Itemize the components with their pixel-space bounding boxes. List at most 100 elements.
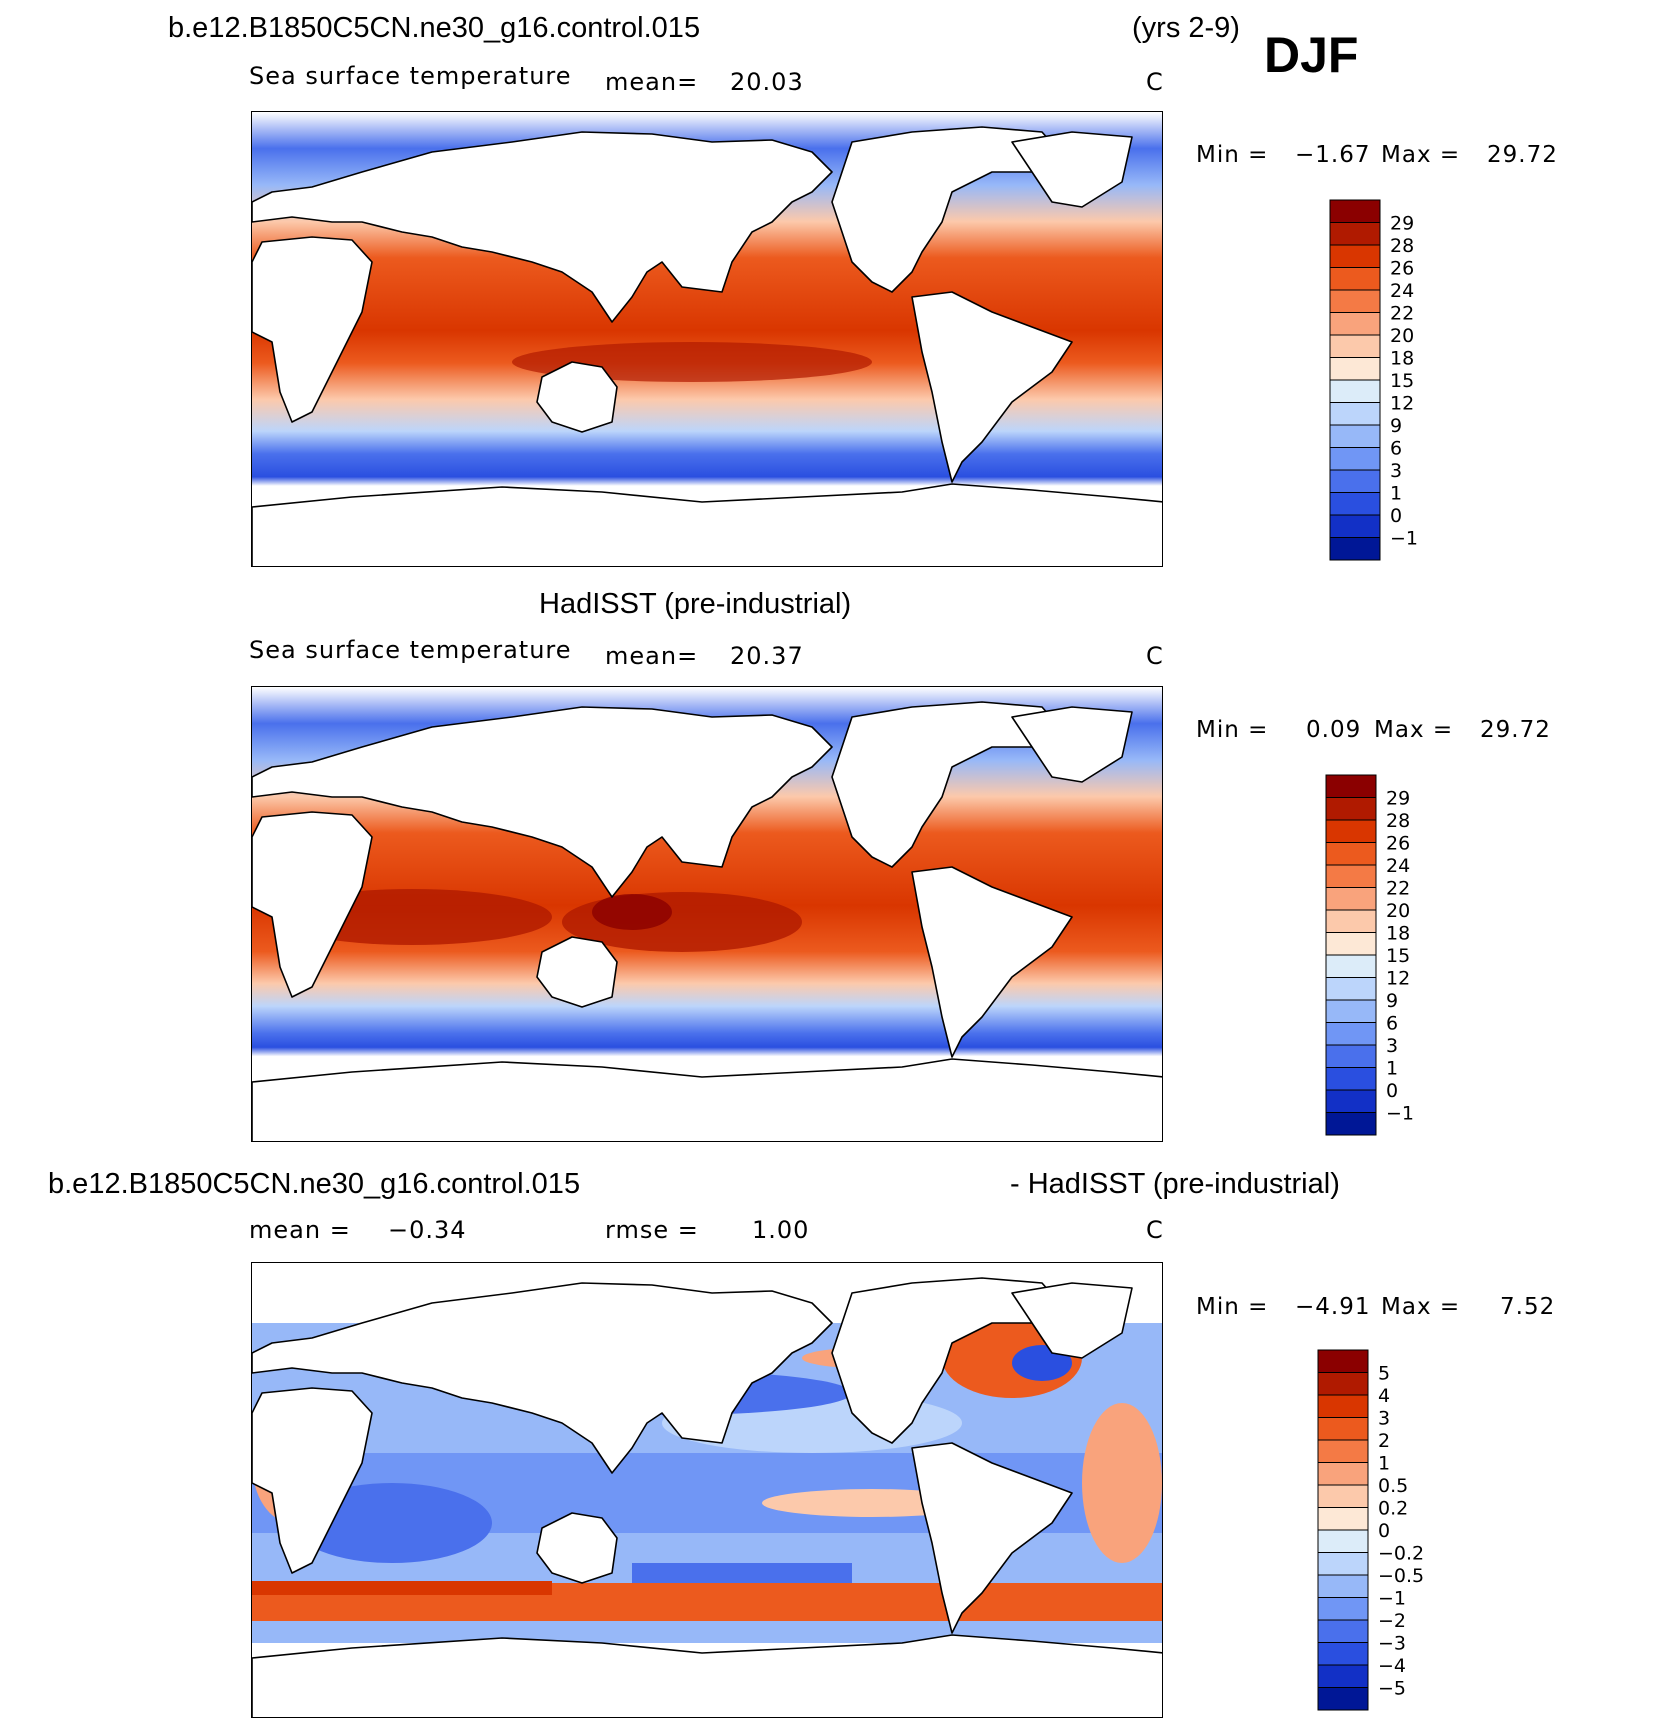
colorbar-tick-label: 26: [1390, 258, 1414, 280]
colorbar-swatch: [1329, 447, 1381, 471]
map-model-svg: [252, 112, 1162, 566]
colorbar-swatch: [1325, 1044, 1377, 1068]
max-value: 29.72: [1480, 717, 1551, 743]
min-label: Min =: [1196, 142, 1269, 168]
colorbar-swatch: [1317, 1574, 1369, 1598]
min-value: 0.09: [1306, 717, 1362, 743]
colorbar-swatch: [1325, 1112, 1377, 1136]
rmse-label: rmse =: [605, 1216, 699, 1244]
colorbar-tick-label: 5: [1378, 1363, 1390, 1385]
colorbar-swatch: [1329, 424, 1381, 448]
sst-map-diff: [251, 1262, 1163, 1718]
colorbar-tick-label: 0: [1390, 505, 1402, 527]
colorbar-swatch: [1317, 1439, 1369, 1463]
colorbar-tick-label: 6: [1386, 1013, 1398, 1035]
colorbar-tick-label: 0: [1378, 1520, 1390, 1542]
colorbar-swatch: [1325, 1022, 1377, 1046]
colorbar-swatch: [1325, 887, 1377, 911]
colorbar-swatch: [1325, 999, 1377, 1023]
colorbar-swatch: [1317, 1552, 1369, 1576]
colorbar-swatch: [1325, 954, 1377, 978]
colorbar-tick-label: 26: [1386, 833, 1410, 855]
mean-label: mean=: [605, 68, 699, 96]
colorbar-tick-label: −1: [1378, 1588, 1406, 1610]
max-label: Max =: [1374, 717, 1454, 743]
colorbar-swatch: [1317, 1417, 1369, 1441]
diff-title-left: b.e12.B1850C5CN.ne30_g16.control.015: [48, 1168, 581, 1200]
colorbar-swatch: [1329, 492, 1381, 516]
min-value: −1.67: [1295, 142, 1371, 168]
colorbar-swatch: [1317, 1597, 1369, 1621]
colorbar-swatch: [1329, 244, 1381, 268]
max-value: 29.72: [1487, 142, 1558, 168]
colorbar-swatch: [1329, 357, 1381, 381]
colorbar-tick-label: 29: [1386, 788, 1410, 810]
colorbar-swatch: [1329, 514, 1381, 538]
colorbar-swatch: [1329, 334, 1381, 358]
colorbar-tick-label: 20: [1390, 325, 1414, 347]
mean-label: mean =: [249, 1216, 351, 1244]
colorbar-swatch: [1325, 774, 1377, 798]
colorbar-swatch: [1329, 199, 1381, 223]
mean-label: mean=: [605, 642, 699, 670]
colorbar-tick-label: 9: [1390, 415, 1402, 437]
colorbar-diff: 5 4 3 2 1 0.5 0.2 0 −0.2 −0.5 −1 −2 −3 −4 −5: [1317, 1349, 1468, 1711]
colorbar-swatch: [1325, 1067, 1377, 1091]
colorbar-swatch: [1329, 222, 1381, 246]
colorbar-tick-label: 12: [1390, 393, 1414, 415]
colorbar-tick-label: 18: [1386, 923, 1410, 945]
colorbar-swatch: [1325, 797, 1377, 821]
colorbar-swatch: [1329, 537, 1381, 561]
colorbar-swatch: [1317, 1507, 1369, 1531]
case-title: b.e12.B1850C5CN.ne30_g16.control.015: [168, 12, 701, 44]
colorbar-tick-label: 28: [1386, 810, 1410, 832]
colorbar-swatch: [1325, 909, 1377, 933]
colorbar-swatch: [1329, 469, 1381, 493]
min-value: −4.91: [1295, 1294, 1371, 1320]
units-label: C: [1146, 68, 1164, 96]
colorbar-tick-label: −1: [1390, 528, 1418, 550]
colorbar-tick-label: 0.5: [1378, 1475, 1408, 1497]
colorbar-swatch: [1317, 1349, 1369, 1373]
colorbar-swatch: [1317, 1394, 1369, 1418]
colorbar-tick-label: 15: [1390, 370, 1414, 392]
colorbar-swatch: [1317, 1372, 1369, 1396]
max-label: Max =: [1381, 142, 1461, 168]
colorbar-swatch: [1317, 1484, 1369, 1508]
colorbar-swatch: [1329, 402, 1381, 426]
colorbar-tick-label: 29: [1390, 213, 1414, 235]
colorbar-swatch: [1317, 1529, 1369, 1553]
colorbar-tick-label: −1: [1386, 1103, 1414, 1125]
colorbar-tick-label: 4: [1378, 1385, 1390, 1407]
years-label: (yrs 2-9): [1132, 12, 1240, 44]
max-label: Max =: [1381, 1294, 1461, 1320]
colorbar-swatch: [1329, 379, 1381, 403]
colorbar-tick-label: 0.2: [1378, 1498, 1408, 1520]
colorbar-tick-label: 0: [1386, 1080, 1398, 1102]
colorbar-tick-label: 3: [1386, 1035, 1398, 1057]
colorbar-tick-label: 20: [1386, 900, 1410, 922]
colorbar-tick-label: −2: [1378, 1610, 1406, 1632]
min-label: Min =: [1196, 1294, 1269, 1320]
diff-title-right: - HadISST (pre-industrial): [1010, 1168, 1340, 1200]
colorbar-tick-label: 28: [1390, 235, 1414, 257]
colorbar-swatch: [1317, 1664, 1369, 1688]
colorbar-tick-label: −0.2: [1378, 1543, 1424, 1565]
obs-title: HadISST (pre-industrial): [539, 588, 852, 620]
sst-map-model: [251, 111, 1163, 567]
colorbar-tick-label: 24: [1390, 280, 1414, 302]
units-label: C: [1146, 642, 1164, 670]
colorbar-tick-label: −0.5: [1378, 1565, 1424, 1587]
max-value: 7.52: [1500, 1294, 1556, 1320]
colorbar-swatch: [1325, 977, 1377, 1001]
colorbar-tick-label: −4: [1378, 1655, 1406, 1677]
colorbar-tick-label: 15: [1386, 945, 1410, 967]
colorbar-swatch: [1325, 932, 1377, 956]
colorbar-tick-label: 9: [1386, 990, 1398, 1012]
colorbar-tick-label: 1: [1378, 1453, 1390, 1475]
colorbar-model: 29 28 26 24 22 20 18 15 12 9 6 3 1 0 −1: [1329, 199, 1470, 561]
colorbar-swatch: [1317, 1642, 1369, 1666]
mean-value: −0.34: [388, 1216, 467, 1244]
colorbar-tick-label: 18: [1390, 348, 1414, 370]
sst-map-obs: [251, 686, 1163, 1142]
